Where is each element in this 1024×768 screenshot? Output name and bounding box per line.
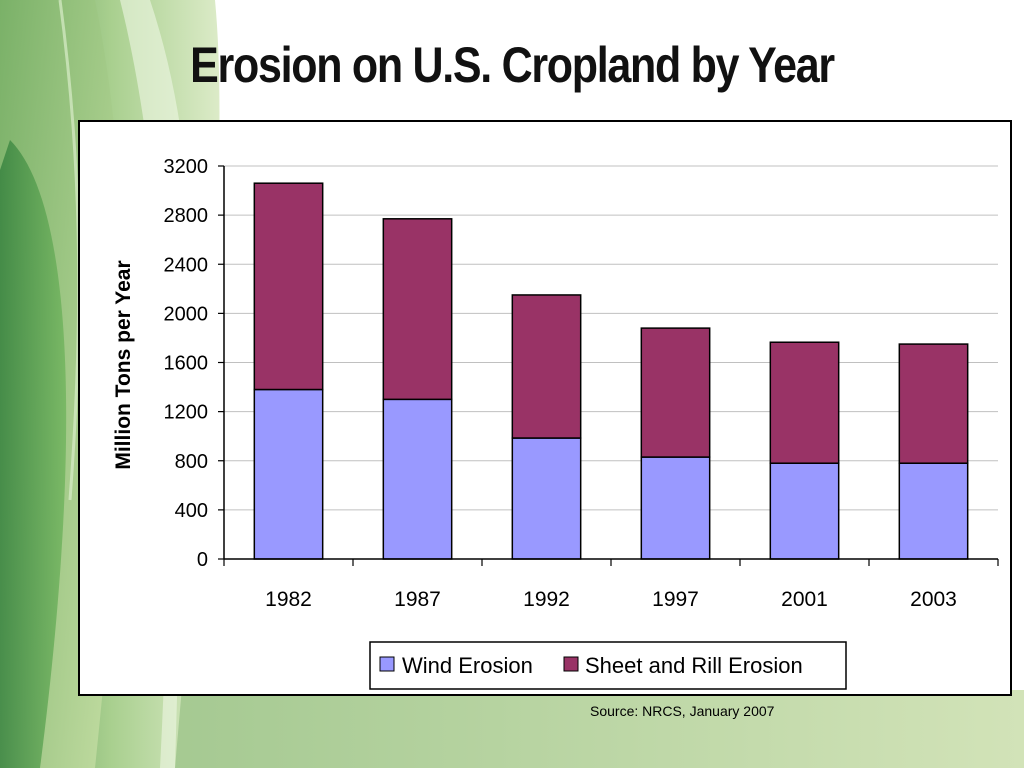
bar-sheet-rill-erosion: [898, 343, 969, 464]
x-tick-label: 1992: [523, 588, 570, 611]
y-tick-label: 400: [175, 500, 208, 522]
bar-wind-erosion: [382, 398, 453, 560]
x-tick-label: 1987: [394, 588, 441, 611]
chart-frame: 0 400 800 1200 1600 2000 2400 2800 3200 1982 1987…: [78, 120, 1012, 696]
y-tick-label: 800: [175, 451, 208, 473]
source-note: Source: NRCS, January 2007: [590, 703, 775, 719]
bar-wind-erosion: [253, 388, 324, 560]
bar-wind-erosion: [769, 462, 840, 560]
bar-sheet-rill-erosion: [640, 327, 711, 458]
legend: Wind Erosion Sheet and Rill Erosion: [369, 641, 847, 690]
axes: [218, 165, 999, 566]
bar-wind-erosion: [511, 437, 582, 560]
legend-swatch-wind: [379, 656, 395, 672]
x-tick-label: 1982: [265, 588, 312, 611]
y-tick-label: 2800: [164, 205, 209, 227]
y-tick-label: 2400: [164, 254, 209, 276]
legend-label-wind: Wind Erosion: [402, 653, 533, 678]
bar-wind-erosion: [640, 456, 711, 560]
y-tick-label: 1200: [164, 402, 209, 424]
bar-sheet-rill-erosion: [253, 182, 324, 391]
y-tick-label: 0: [197, 549, 208, 571]
y-tick-label: 2000: [164, 303, 209, 325]
y-axis-label: Million Tons per Year: [112, 260, 135, 469]
y-tick-labels: 0 400 800 1200 1600 2000 2400 2800 3200: [164, 156, 209, 571]
legend-swatch-sheet-rill: [563, 656, 579, 672]
bar-sheet-rill-erosion: [511, 294, 582, 439]
slide-title: Erosion on U.S. Cropland by Year: [190, 37, 835, 93]
bar-sheet-rill-erosion: [769, 341, 840, 464]
legend-label-sheet-rill: Sheet and Rill Erosion: [585, 653, 803, 678]
y-tick-label: 1600: [164, 353, 209, 375]
legend-frame: [369, 641, 847, 690]
bars: [253, 182, 969, 560]
x-tick-label: 1997: [652, 588, 699, 611]
x-tick-label: 2003: [910, 588, 957, 611]
bar-sheet-rill-erosion: [382, 218, 453, 401]
stacked-bar-chart: 0 400 800 1200 1600 2000 2400 2800 3200 1982 1987…: [112, 156, 999, 690]
gridlines: [224, 165, 998, 511]
x-tick-label: 2001: [781, 588, 828, 611]
y-tick-label: 3200: [164, 156, 209, 178]
bar-wind-erosion: [898, 462, 969, 560]
x-tick-labels: 1982 1987 1992 1997 2001 2003: [265, 588, 957, 611]
